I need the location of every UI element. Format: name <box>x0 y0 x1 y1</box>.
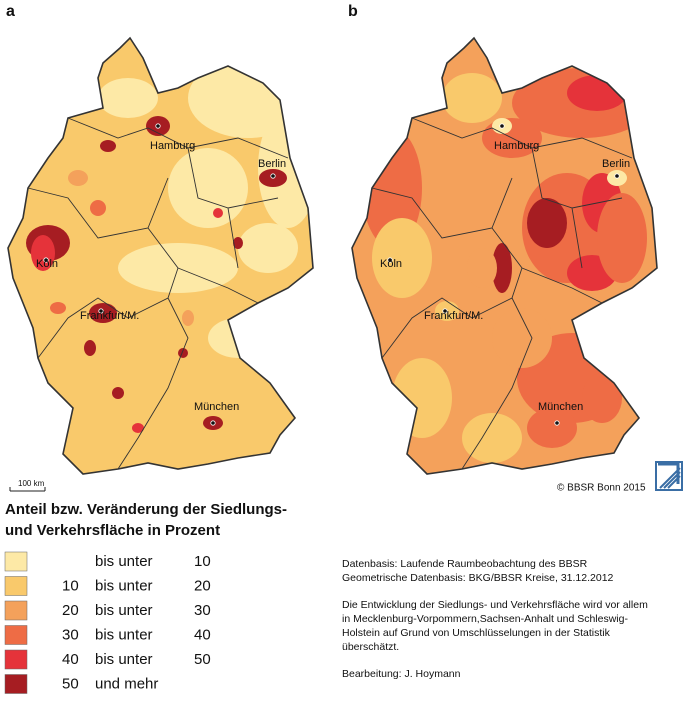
legend-connector: bis unter <box>95 651 153 668</box>
region <box>372 218 432 298</box>
bbsr-logo <box>655 461 683 491</box>
legend-title: und Verkehrsfläche in Prozent <box>5 522 220 539</box>
state-border <box>27 117 289 470</box>
panel-label: a <box>6 3 15 20</box>
legend-swatch <box>4 576 28 596</box>
legend-from: 10 <box>62 577 79 594</box>
legend-connector: bis unter <box>95 626 153 643</box>
legend-swatch <box>4 551 28 572</box>
legend-swatch <box>4 625 28 645</box>
city-dot <box>155 123 161 129</box>
note: in Mecklenburg-Vorpommern,Sachsen-Anhalt… <box>342 613 628 625</box>
region <box>98 78 158 118</box>
legend-from: 30 <box>62 626 79 643</box>
legend: bis unter 10 10 bis unter 20 20 bis unter 30 30 b… <box>4 551 211 694</box>
city-label: Frankfurt/M. <box>424 310 483 322</box>
city-dot <box>554 420 560 426</box>
region <box>178 348 188 358</box>
scale-label: 100 km <box>18 479 45 488</box>
city-dot <box>210 420 216 426</box>
region <box>597 193 647 283</box>
panel-label: b <box>348 3 358 20</box>
legend-connector: bis unter <box>95 553 153 570</box>
state-border <box>371 117 633 470</box>
legend-to: 20 <box>194 577 211 594</box>
legend-to: 10 <box>194 553 211 570</box>
region <box>31 235 55 271</box>
country-outline <box>7 36 314 475</box>
map-a: Hamburg Berlin Köln Frankfurt/M. München <box>7 36 314 475</box>
legend-connector: und mehr <box>95 675 158 692</box>
legend-from: 20 <box>62 602 79 619</box>
region <box>68 170 88 186</box>
note: Holstein auf Grund von Umschlüsselungen … <box>342 627 611 639</box>
region <box>90 200 106 216</box>
city-label: Berlin <box>602 158 630 170</box>
region <box>213 208 223 218</box>
region <box>84 340 96 356</box>
legend-to: 40 <box>194 626 211 643</box>
legend-connector: bis unter <box>95 602 153 619</box>
city-label: Hamburg <box>150 140 195 152</box>
city-label: Köln <box>36 258 58 270</box>
region <box>392 358 452 438</box>
legend-to: 50 <box>194 651 211 668</box>
city-label: Köln <box>380 258 402 270</box>
country-outline <box>351 36 658 475</box>
city-label: München <box>194 401 239 413</box>
region <box>182 310 194 326</box>
region <box>112 387 124 399</box>
city-dot <box>499 123 505 129</box>
region <box>462 413 522 463</box>
region <box>238 223 298 273</box>
legend-connector: bis unter <box>95 577 153 594</box>
city-dot <box>270 173 276 179</box>
city-label: Berlin <box>258 158 286 170</box>
region <box>89 303 117 323</box>
legend-title: Anteil bzw. Veränderung der Siedlungs- <box>5 501 287 518</box>
region <box>467 248 497 288</box>
legend-swatch <box>4 649 28 670</box>
legend-swatch <box>4 674 28 694</box>
regions <box>352 38 657 474</box>
city-dot <box>43 257 49 263</box>
city-label: München <box>538 401 583 413</box>
region <box>527 408 577 448</box>
region <box>132 423 144 433</box>
note: Bearbeitung: J. Hoymann <box>342 668 461 680</box>
region <box>233 237 243 249</box>
region <box>527 198 567 248</box>
note: Die Entwicklung der Siedlungs- und Verke… <box>342 599 648 611</box>
city-dot <box>442 308 448 314</box>
city-dot <box>387 257 393 263</box>
region <box>100 140 116 152</box>
copyright: © BBSR Bonn 2015 <box>557 483 646 494</box>
region <box>582 373 622 423</box>
city-dot <box>614 173 620 179</box>
region <box>492 243 512 293</box>
map-b: Hamburg Berlin Köln Frankfurt/M. München <box>351 36 658 475</box>
legend-swatch <box>4 600 28 621</box>
region <box>188 58 308 138</box>
regions <box>8 38 313 474</box>
note: Datenbasis: Laufende Raumbeobachtung des… <box>342 558 588 570</box>
city-dot <box>98 308 104 314</box>
city-label: Frankfurt/M. <box>80 310 139 322</box>
region <box>492 308 552 368</box>
note: überschätzt. <box>342 641 399 653</box>
legend-from: 40 <box>62 651 79 668</box>
note: Geometrische Datenbasis: BKG/BBSR Kreise… <box>342 572 614 584</box>
region <box>442 73 502 123</box>
legend-from: 50 <box>62 675 79 692</box>
legend-to: 30 <box>194 602 211 619</box>
city-label: Hamburg <box>494 140 539 152</box>
region <box>168 148 248 228</box>
region <box>50 302 66 314</box>
